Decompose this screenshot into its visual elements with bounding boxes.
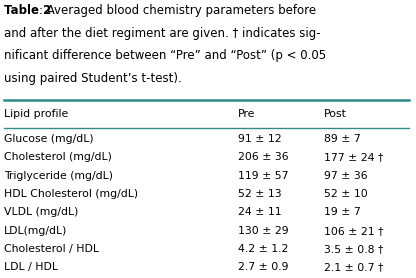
Text: Post: Post	[324, 110, 347, 120]
Text: : Averaged blood chemistry parameters before: : Averaged blood chemistry parameters be…	[39, 4, 316, 17]
Text: 206 ± 36: 206 ± 36	[238, 152, 288, 162]
Text: 91 ± 12: 91 ± 12	[238, 134, 281, 144]
Text: 177 ± 24 †: 177 ± 24 †	[324, 152, 384, 162]
Text: 52 ± 10: 52 ± 10	[324, 189, 368, 199]
Text: VLDL (mg/dL): VLDL (mg/dL)	[4, 207, 79, 217]
Text: Table 2: Table 2	[4, 4, 52, 17]
Text: and after the diet regiment are given. † indicates sig-: and after the diet regiment are given. †…	[4, 27, 321, 39]
Text: HDL Cholesterol (mg/dL): HDL Cholesterol (mg/dL)	[4, 189, 138, 199]
Text: 130 ± 29: 130 ± 29	[238, 226, 288, 236]
Text: 4.2 ± 1.2: 4.2 ± 1.2	[238, 244, 288, 254]
Text: 97 ± 36: 97 ± 36	[324, 171, 368, 181]
Text: Cholesterol / HDL: Cholesterol / HDL	[4, 244, 99, 254]
Text: 119 ± 57: 119 ± 57	[238, 171, 288, 181]
Text: Glucose (mg/dL): Glucose (mg/dL)	[4, 134, 94, 144]
Text: LDL(mg/dL): LDL(mg/dL)	[4, 226, 67, 236]
Text: Pre: Pre	[238, 110, 255, 120]
Text: 24 ± 11: 24 ± 11	[238, 207, 281, 217]
Text: 106 ± 21 †: 106 ± 21 †	[324, 226, 384, 236]
Text: Lipid profile: Lipid profile	[4, 110, 68, 120]
Text: 52 ± 13: 52 ± 13	[238, 189, 281, 199]
Text: nificant difference between “Pre” and “Post” (p < 0.05: nificant difference between “Pre” and “P…	[4, 49, 326, 62]
Text: using paired Student’s t-test).: using paired Student’s t-test).	[4, 72, 182, 85]
Text: 2.1 ± 0.7 †: 2.1 ± 0.7 †	[324, 262, 384, 272]
Text: 2.7 ± 0.9: 2.7 ± 0.9	[238, 262, 288, 272]
Text: 19 ± 7: 19 ± 7	[324, 207, 361, 217]
Text: 3.5 ± 0.8 †: 3.5 ± 0.8 †	[324, 244, 384, 254]
Text: Cholesterol (mg/dL): Cholesterol (mg/dL)	[4, 152, 112, 162]
Text: 89 ± 7: 89 ± 7	[324, 134, 361, 144]
Text: LDL / HDL: LDL / HDL	[4, 262, 58, 272]
Text: Triglyceride (mg/dL): Triglyceride (mg/dL)	[4, 171, 113, 181]
